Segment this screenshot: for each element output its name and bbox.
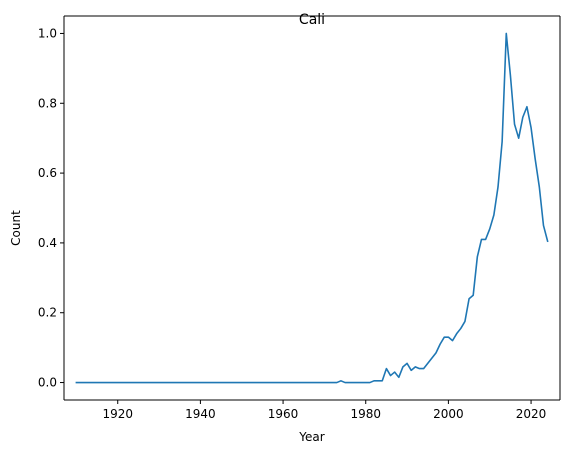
y-axis-ticks: 0.0 0.2 0.4 0.6 0.8 1.0 bbox=[38, 26, 64, 390]
x-axis-ticks: 1920 1940 1960 1980 2000 2020 bbox=[102, 400, 546, 421]
y-axis-label: Count bbox=[9, 210, 23, 246]
x-tick-label: 2020 bbox=[516, 407, 547, 421]
x-tick-label: 1920 bbox=[102, 407, 133, 421]
y-tick-label: 0.2 bbox=[38, 306, 57, 320]
y-tick-label: 0.4 bbox=[38, 236, 57, 250]
y-tick-label: 0.8 bbox=[38, 96, 57, 110]
series-line-0 bbox=[75, 32, 549, 384]
x-tick-label: 1980 bbox=[350, 407, 381, 421]
x-tick-label: 1940 bbox=[185, 407, 216, 421]
y-tick-label: 0.0 bbox=[38, 376, 57, 390]
y-tick-label: 1.0 bbox=[38, 26, 57, 40]
x-tick-label: 2000 bbox=[433, 407, 464, 421]
x-tick-label: 1960 bbox=[268, 407, 299, 421]
chart-title: Cali bbox=[299, 12, 325, 28]
x-axis-label: Year bbox=[298, 430, 324, 444]
plot-area bbox=[64, 16, 560, 400]
series-layer bbox=[75, 32, 549, 384]
axes-frame bbox=[63, 15, 561, 401]
y-tick-label: 0.6 bbox=[38, 166, 57, 180]
